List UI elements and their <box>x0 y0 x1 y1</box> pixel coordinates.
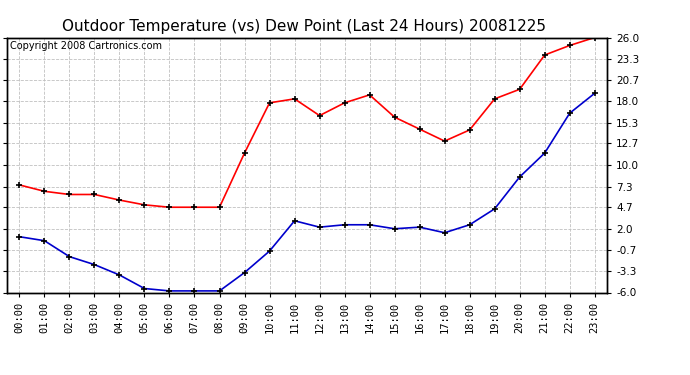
Text: Copyright 2008 Cartronics.com: Copyright 2008 Cartronics.com <box>10 41 162 51</box>
Text: Outdoor Temperature (vs) Dew Point (Last 24 Hours) 20081225: Outdoor Temperature (vs) Dew Point (Last… <box>61 19 546 34</box>
